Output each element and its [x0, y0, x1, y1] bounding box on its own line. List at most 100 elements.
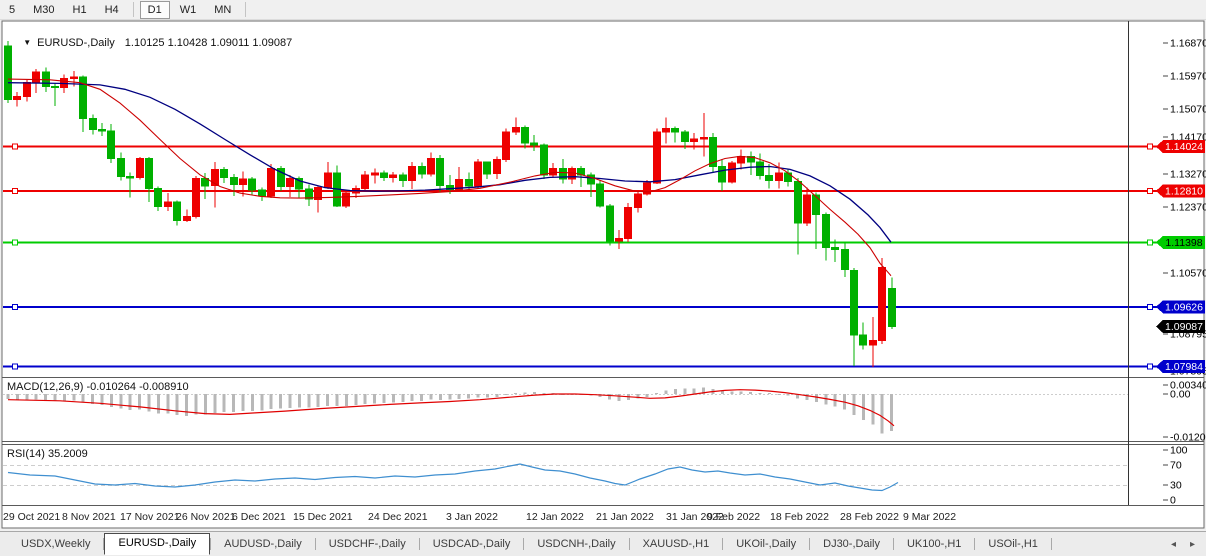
- tab-dj30-daily[interactable]: DJ30-,Daily: [823, 537, 880, 550]
- rsi-line: [7, 463, 899, 492]
- candle: [483, 161, 491, 179]
- tab-separator: [974, 538, 976, 550]
- tab-ukoil-daily[interactable]: UKOil-,Daily: [736, 537, 797, 550]
- symbol-dropdown-arrow-icon[interactable]: ▼: [23, 38, 32, 47]
- macd-bar: [730, 391, 734, 394]
- macd-bar: [410, 394, 414, 402]
- price-label-1.11398-text: 1.11398: [1165, 237, 1202, 249]
- hline-1.14024[interactable]: [3, 143, 1161, 150]
- price-label-1.07984-box: [1163, 360, 1205, 374]
- tab-audusd-daily[interactable]: AUDUSD-,Daily: [224, 537, 302, 550]
- price-label-1.11398-box: [1163, 235, 1205, 249]
- rsi-tick-label: 30: [1170, 480, 1182, 492]
- tab-usdx-weekly[interactable]: USDX,Weekly: [21, 537, 91, 550]
- price-label-1.07984[interactable]: 1.07984: [1156, 360, 1205, 374]
- tab-xauusd-h1[interactable]: XAUUSD-,H1: [642, 537, 710, 550]
- candle-body: [756, 161, 764, 177]
- timeframe-5[interactable]: 5: [9, 3, 16, 16]
- candle: [361, 170, 369, 191]
- line-anchor-handle[interactable]: [12, 303, 18, 310]
- timeframe-m30[interactable]: M30: [33, 3, 55, 16]
- macd-bar: [91, 394, 95, 404]
- candle-body: [596, 183, 604, 207]
- price-label-1.11398[interactable]: 1.11398: [1156, 235, 1205, 249]
- candle: [136, 157, 144, 180]
- line-anchor-handle[interactable]: [1147, 363, 1153, 370]
- price-label-1.11398-arrow: [1156, 235, 1163, 249]
- current-price-label[interactable]: 1.09087: [1156, 319, 1205, 333]
- line-anchor-handle[interactable]: [1147, 303, 1153, 310]
- macd-bar: [213, 394, 217, 413]
- hline-1.11398[interactable]: [3, 239, 1161, 246]
- price-label-1.09626[interactable]: 1.09626: [1156, 300, 1205, 314]
- candle-body: [427, 158, 435, 175]
- price-label-1.12810[interactable]: 1.12810: [1156, 184, 1205, 198]
- tab-separator: [1050, 538, 1052, 550]
- timeframe-toolbar: 5 M30 H1 H4 D1 W1 MN: [0, 0, 1206, 20]
- candle-body: [211, 169, 219, 187]
- candle-body: [13, 96, 21, 100]
- tab-separator: [314, 538, 316, 550]
- tab-scroll-right-icon[interactable]: ▸: [1189, 539, 1195, 550]
- macd-bar: [203, 394, 207, 415]
- line-anchor-handle[interactable]: [12, 239, 18, 246]
- candle: [662, 117, 670, 144]
- line-anchor-handle[interactable]: [12, 143, 18, 150]
- candle-body: [42, 71, 50, 87]
- candle-body: [314, 187, 322, 200]
- tab-scroll-left-icon[interactable]: ◂: [1170, 539, 1176, 550]
- candle: [568, 166, 576, 184]
- candle-body: [634, 193, 642, 209]
- macd-bar: [382, 394, 386, 403]
- line-anchor-handle[interactable]: [1147, 239, 1153, 246]
- candle: [690, 133, 698, 150]
- line-anchor-handle[interactable]: [12, 363, 18, 370]
- tab-usdchf-daily[interactable]: USDCHF-,Daily: [328, 537, 406, 550]
- timeframe-h4[interactable]: H4: [104, 3, 119, 16]
- candle: [700, 112, 708, 157]
- hline-1.07984[interactable]: [3, 363, 1161, 370]
- ma-fast-line: [7, 78, 892, 277]
- candle: [230, 174, 238, 196]
- macd-bar: [25, 394, 29, 400]
- timeframe-mn[interactable]: MN: [214, 3, 232, 16]
- candle-body: [4, 45, 12, 100]
- hline-1.09626[interactable]: [3, 303, 1161, 310]
- candle-body: [455, 179, 463, 190]
- candle-body: [831, 247, 839, 250]
- macd-bar: [307, 394, 311, 408]
- macd-tick-label: 0.00: [1170, 389, 1191, 401]
- line-anchor-handle[interactable]: [1147, 187, 1153, 194]
- date-tick-label: 26 Nov 2021: [176, 511, 236, 523]
- price-label-1.12810-text: 1.12810: [1165, 185, 1203, 197]
- candle: [606, 204, 614, 246]
- candle-body: [286, 178, 294, 187]
- macd-bar: [805, 394, 809, 401]
- line-anchor-handle[interactable]: [1147, 143, 1153, 150]
- tab-usdcad-daily[interactable]: USDCAD-,Daily: [432, 537, 511, 550]
- price-label-1.09626-arrow: [1156, 300, 1163, 314]
- macd-bar: [523, 392, 527, 394]
- timeframe-d1[interactable]: D1: [139, 0, 170, 19]
- candle: [418, 162, 426, 179]
- macd-bar: [185, 394, 189, 417]
- candle: [286, 175, 294, 198]
- macd-bar: [871, 394, 875, 425]
- tab-usdcnh-daily[interactable]: USDCNH-,Daily: [537, 537, 616, 550]
- tab-usoil-h1[interactable]: USOil-,H1: [988, 537, 1038, 550]
- candle-body: [192, 178, 200, 218]
- price-label-1.14024[interactable]: 1.14024: [1156, 140, 1205, 154]
- date-tick-label: 9 Feb 2022: [707, 511, 760, 523]
- timeframe-h1[interactable]: H1: [72, 3, 87, 16]
- candle-body: [183, 216, 191, 221]
- tab-eurusd-daily[interactable]: EURUSD-,Daily: [104, 532, 211, 555]
- candle: [465, 172, 473, 190]
- date-tick-label: 17 Nov 2021: [120, 511, 180, 523]
- line-anchor-handle[interactable]: [12, 187, 18, 194]
- candle-body: [878, 267, 886, 342]
- timeframe-w1[interactable]: W1: [179, 3, 197, 16]
- tab-uk100-h1[interactable]: UK100-,H1: [906, 537, 962, 550]
- macd-bar: [438, 394, 442, 401]
- macd-bar: [138, 394, 142, 410]
- candle-body: [436, 158, 444, 186]
